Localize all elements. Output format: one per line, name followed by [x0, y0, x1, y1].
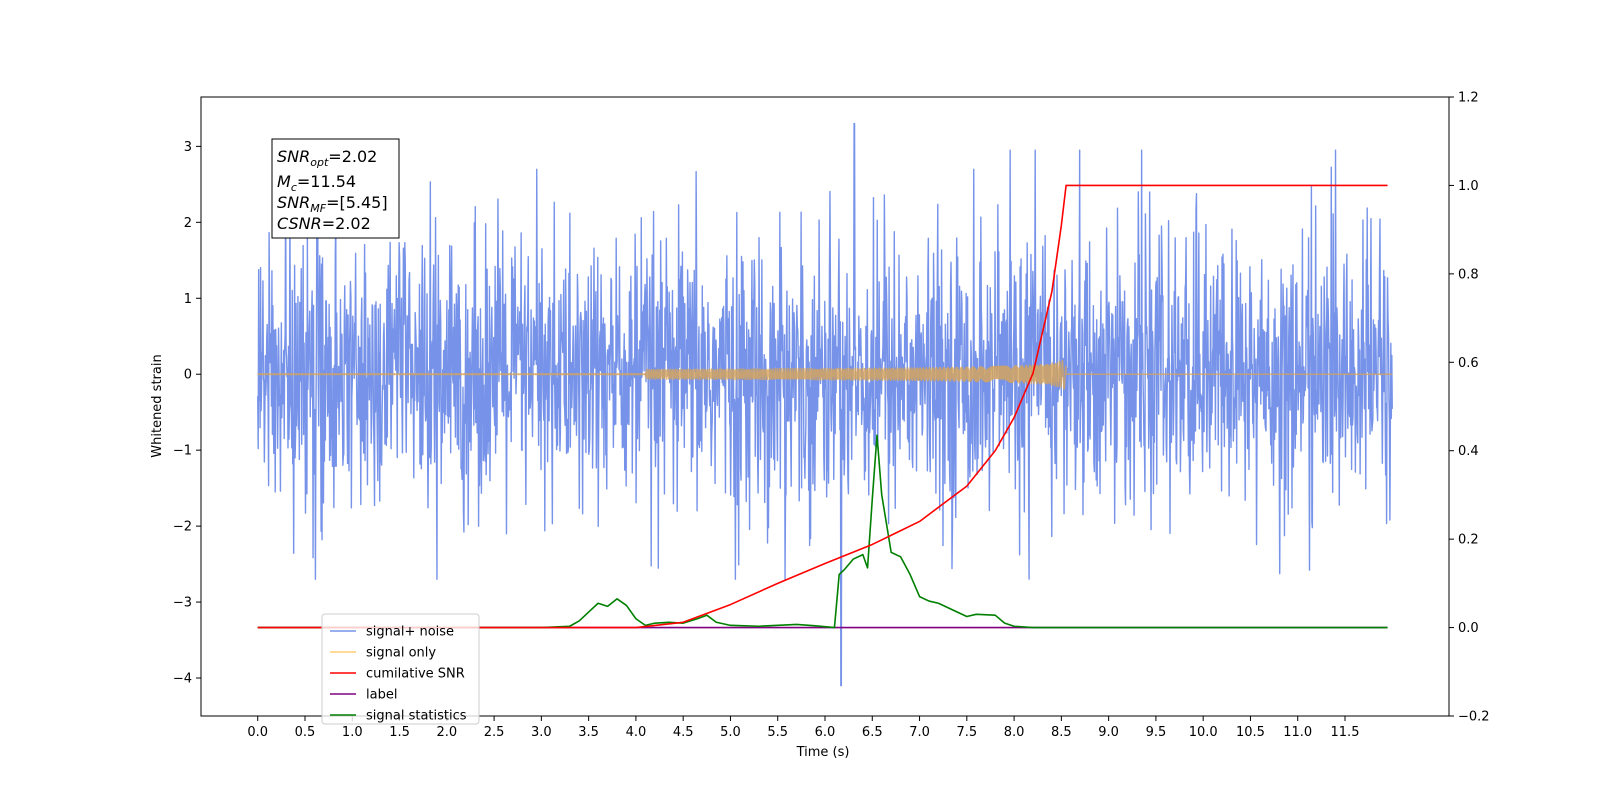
noise-line: [257, 122, 1393, 687]
x-axis: 0.0 0.5 1.0 1.5 2.0 2.5 3.0 3.5 4.0 4.5 5.0 5.5 6.0 6…: [247, 716, 1359, 740]
y2-tick-label: 1.2: [1458, 91, 1479, 106]
x-tick-label: 11.0: [1283, 725, 1312, 740]
signal-statistics-line: [257, 434, 1388, 629]
y2-tick-label: −0.2: [1458, 710, 1490, 725]
y2-tick-label: 0.2: [1458, 533, 1479, 548]
x-tick-label: 9.0: [1098, 725, 1119, 740]
x-tick-label: 9.5: [1146, 725, 1167, 740]
x-tick-label: 7.0: [909, 725, 930, 740]
legend-label: cumilative SNR: [366, 667, 465, 682]
x-tick-label: 3.0: [531, 725, 552, 740]
y-axis-label: Whitened strain: [150, 354, 165, 457]
signal-only-overlay: [257, 359, 1393, 390]
x-axis-label: Time (s): [796, 745, 850, 760]
x-tick-label: 4.0: [626, 725, 647, 740]
legend-label: label: [366, 688, 397, 703]
annotation-line-mc: Mc=11.54: [277, 172, 356, 194]
x-tick-label: 2.5: [484, 725, 505, 740]
noise-series: [257, 122, 1393, 687]
y-axis-right: 1.2 1.0 0.8 0.6 0.4 0.2 0.0 −0.2: [1449, 91, 1490, 725]
annotation-line-snr-opt: SNRopt=2.02: [277, 147, 377, 169]
x-tick-label: 10.5: [1236, 725, 1265, 740]
x-tick-label: 0.5: [295, 725, 316, 740]
plot-area: [257, 122, 1393, 687]
y-tick-label: −1: [173, 444, 192, 459]
y2-tick-label: 0.0: [1458, 621, 1479, 636]
annotation-line-snr-mf: SNRMF=[5.45]: [277, 193, 388, 215]
cumilative-snr-line: [257, 184, 1388, 629]
y-tick-label: −4: [173, 672, 192, 687]
x-tick-label: 1.0: [342, 725, 363, 740]
x-tick-label: 6.5: [862, 725, 883, 740]
y-tick-label: 3: [184, 140, 192, 155]
x-tick-label: 5.5: [767, 725, 788, 740]
legend-label: signal statistics: [366, 709, 467, 724]
x-tick-label: 4.5: [673, 725, 694, 740]
x-tick-label: 6.0: [815, 725, 836, 740]
y2-tick-label: 0.6: [1458, 356, 1479, 371]
x-tick-label: 2.0: [436, 725, 457, 740]
x-tick-label: 0.0: [247, 725, 268, 740]
x-tick-label: 3.5: [578, 725, 599, 740]
signal-only-series: [257, 359, 1393, 390]
x-tick-label: 8.0: [1004, 725, 1025, 740]
x-tick-label: 5.0: [720, 725, 741, 740]
y2-tick-label: 1.0: [1458, 179, 1479, 194]
annotation-line-csnr: CSNR=2.02: [277, 214, 371, 233]
y-axis-left: 3 2 1 0 −1 −2 −3 −4: [173, 140, 201, 687]
x-tick-label: 1.5: [389, 725, 410, 740]
annotation-frame: [271, 138, 400, 239]
y-tick-label: 0: [184, 368, 192, 383]
y-tick-label: −2: [173, 520, 192, 535]
y-tick-label: 1: [184, 292, 192, 307]
y-tick-label: 2: [184, 216, 192, 231]
legend-label: signal+ noise: [366, 625, 454, 640]
x-tick-label: 7.5: [956, 725, 977, 740]
legend-frame: [321, 613, 480, 725]
x-tick-label: 8.5: [1051, 725, 1072, 740]
legend-label: signal only: [366, 646, 436, 661]
legend: signal+ noise signal only cumilative SNR la…: [321, 613, 480, 725]
x-tick-label: 11.5: [1331, 725, 1360, 740]
y2-tick-label: 0.4: [1458, 444, 1479, 459]
y-tick-label: −3: [173, 596, 192, 611]
x-tick-label: 10.0: [1189, 725, 1218, 740]
y2-tick-label: 0.8: [1458, 267, 1479, 282]
annotation-box: SNRopt=2.02 Mc=11.54 SNRMF=[5.45] CSNR=2…: [271, 138, 400, 239]
